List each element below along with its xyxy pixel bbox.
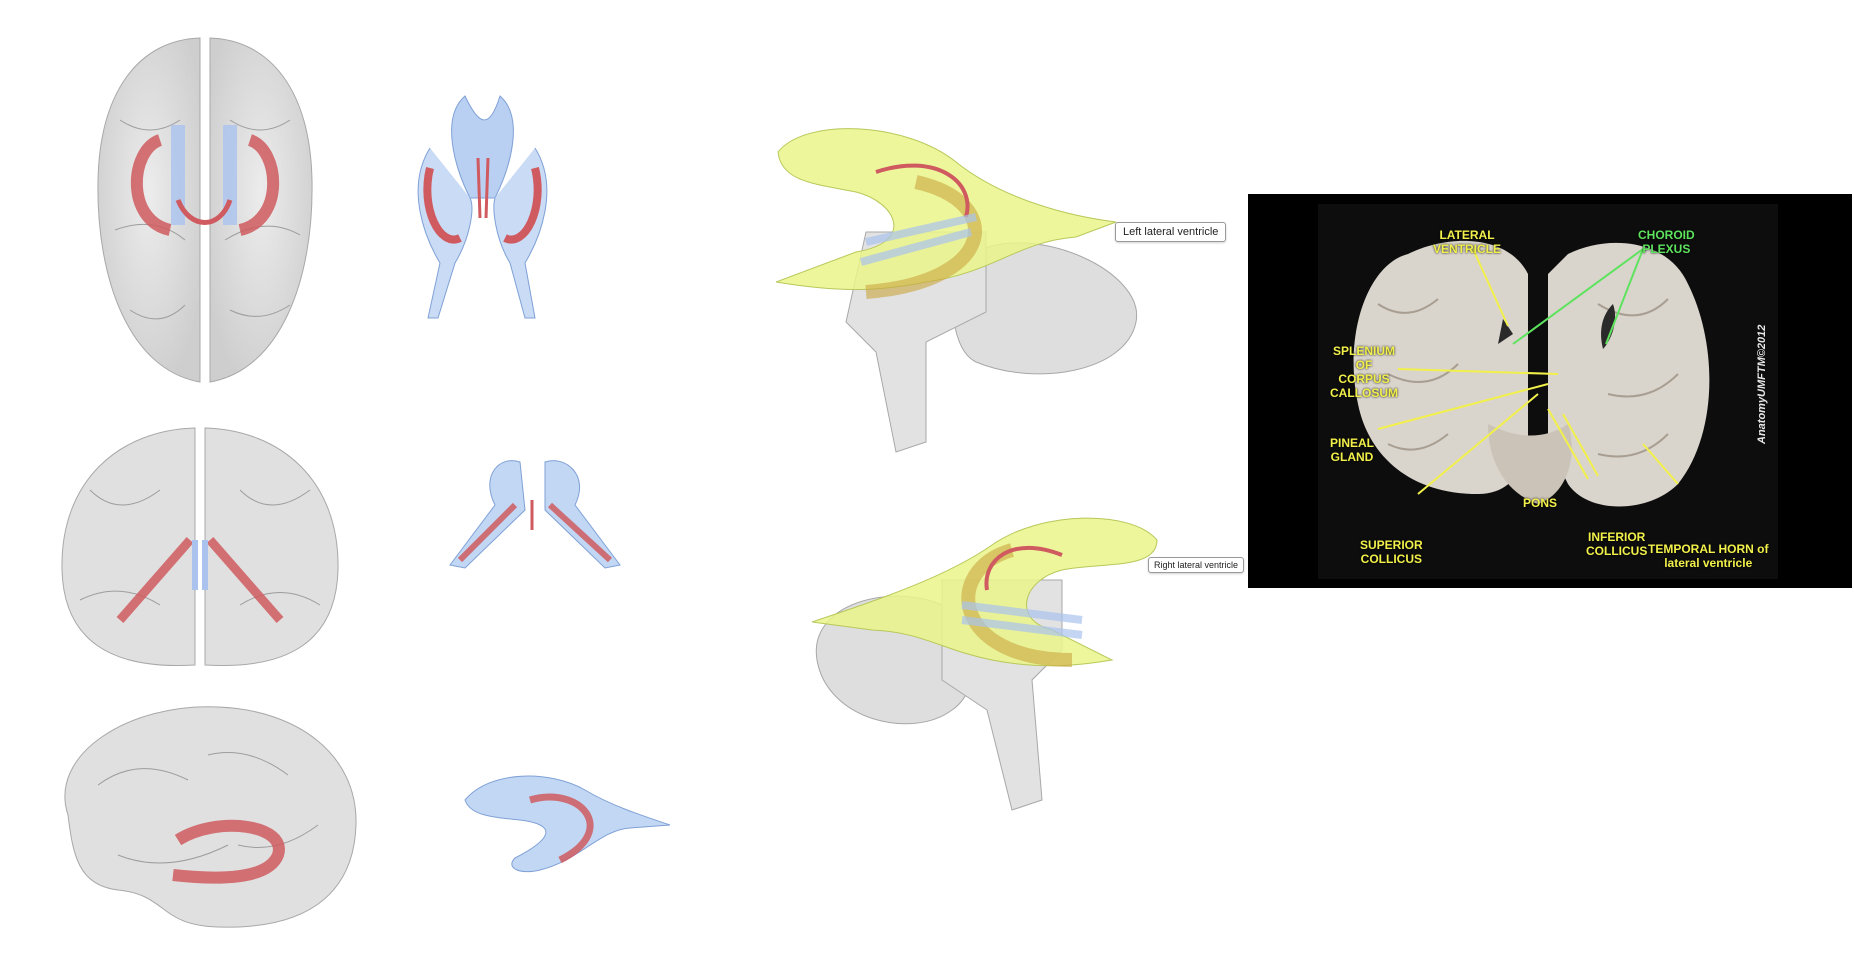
label-inferior-colliculus: INFERIOR COLLICUS (1586, 530, 1648, 558)
label-superior-colliculus: SUPERIOR COLLICUS (1360, 538, 1423, 566)
ventricles-front-view (440, 450, 630, 580)
label-temporal-horn: TEMPORAL HORN of lateral ventricle (1648, 542, 1769, 570)
label-pons: PONS (1523, 496, 1558, 510)
right-lateral-ventricle-view (812, 510, 1162, 820)
brain-top-view (60, 30, 350, 390)
label-choroid-plexus: CHOROID PLEXUS (1638, 228, 1695, 256)
coronal-section-photo: LATERAL VENTRICLE CHOROID PLEXUS SPLENIU… (1248, 194, 1852, 588)
right-lateral-ventricle-tag: Right lateral ventricle (1148, 557, 1245, 573)
brain-front-view (50, 420, 350, 680)
copyright-text: AnatomyUMFTM©2012 (1756, 324, 1768, 444)
label-lateral-ventricle: LATERAL VENTRICLE (1433, 228, 1502, 256)
brain-side-view (38, 695, 373, 935)
label-pineal-gland: PINEAL GLAND (1330, 436, 1375, 464)
ventricles-side-view (460, 770, 675, 880)
ventricles-top-view (400, 88, 570, 328)
left-lateral-ventricle-tag: Left lateral ventricle (1115, 222, 1227, 242)
left-lateral-ventricle-view (776, 122, 1146, 462)
label-splenium: SPLENIUM OF CORPUS CALLOSUM (1330, 344, 1398, 400)
